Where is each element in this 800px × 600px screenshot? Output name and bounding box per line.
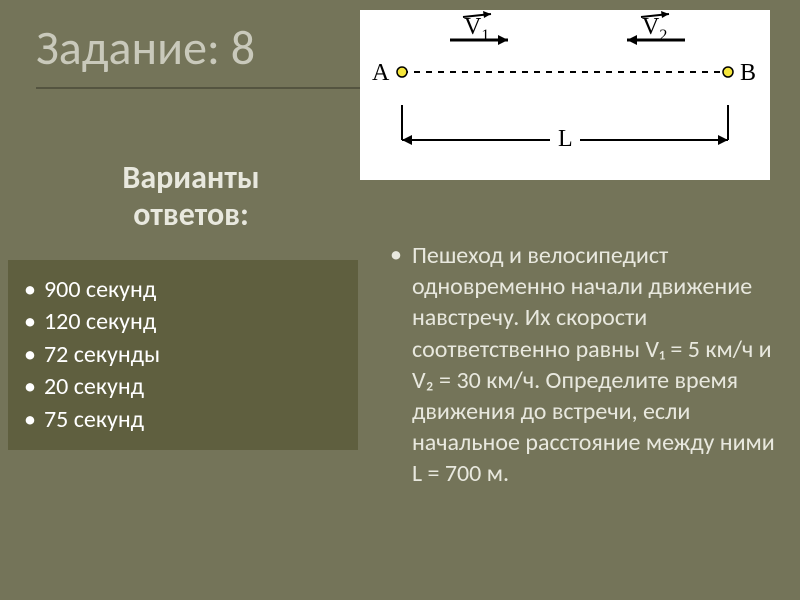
v2-arrow-head bbox=[627, 35, 637, 45]
answers-list: 900 секунд 120 секунд 72 секунды 20 секу… bbox=[22, 274, 348, 436]
answers-heading-l2: ответов: bbox=[133, 195, 249, 234]
problem-text: Пешеход и велосипедист одновременно нача… bbox=[412, 240, 782, 490]
answer-option: 120 секунд bbox=[22, 306, 348, 338]
v1-vector-bar-head bbox=[483, 11, 491, 18]
physics-diagram: A B V1 V2 L bbox=[360, 10, 770, 180]
l-arrow-right bbox=[718, 135, 728, 145]
label-v2: V2 bbox=[642, 14, 667, 44]
answer-option: 900 секунд bbox=[22, 274, 348, 306]
point-a bbox=[397, 67, 407, 77]
answers-heading-l1: Варианты bbox=[122, 158, 259, 197]
answer-option: 75 секунд bbox=[22, 404, 348, 436]
point-b bbox=[723, 67, 733, 77]
label-v1: V1 bbox=[464, 14, 489, 44]
problem-bullet-icon: • bbox=[390, 240, 402, 270]
answer-option: 20 секунд bbox=[22, 371, 348, 403]
answers-heading: Варианты ответов: bbox=[26, 160, 356, 234]
answer-option: 72 секунды bbox=[22, 339, 348, 371]
answers-box: 900 секунд 120 секунд 72 секунды 20 секу… bbox=[8, 260, 358, 450]
label-a: A bbox=[372, 60, 390, 86]
l-arrow-left bbox=[402, 135, 412, 145]
v1-arrow-head bbox=[498, 35, 508, 45]
label-l: L bbox=[558, 126, 573, 152]
diagram-svg: A B V1 V2 L bbox=[360, 10, 770, 180]
problem-block: • Пешеход и велосипедист одновременно на… bbox=[390, 240, 782, 490]
label-b: B bbox=[740, 60, 756, 86]
v2-vector-bar-head bbox=[661, 11, 669, 18]
